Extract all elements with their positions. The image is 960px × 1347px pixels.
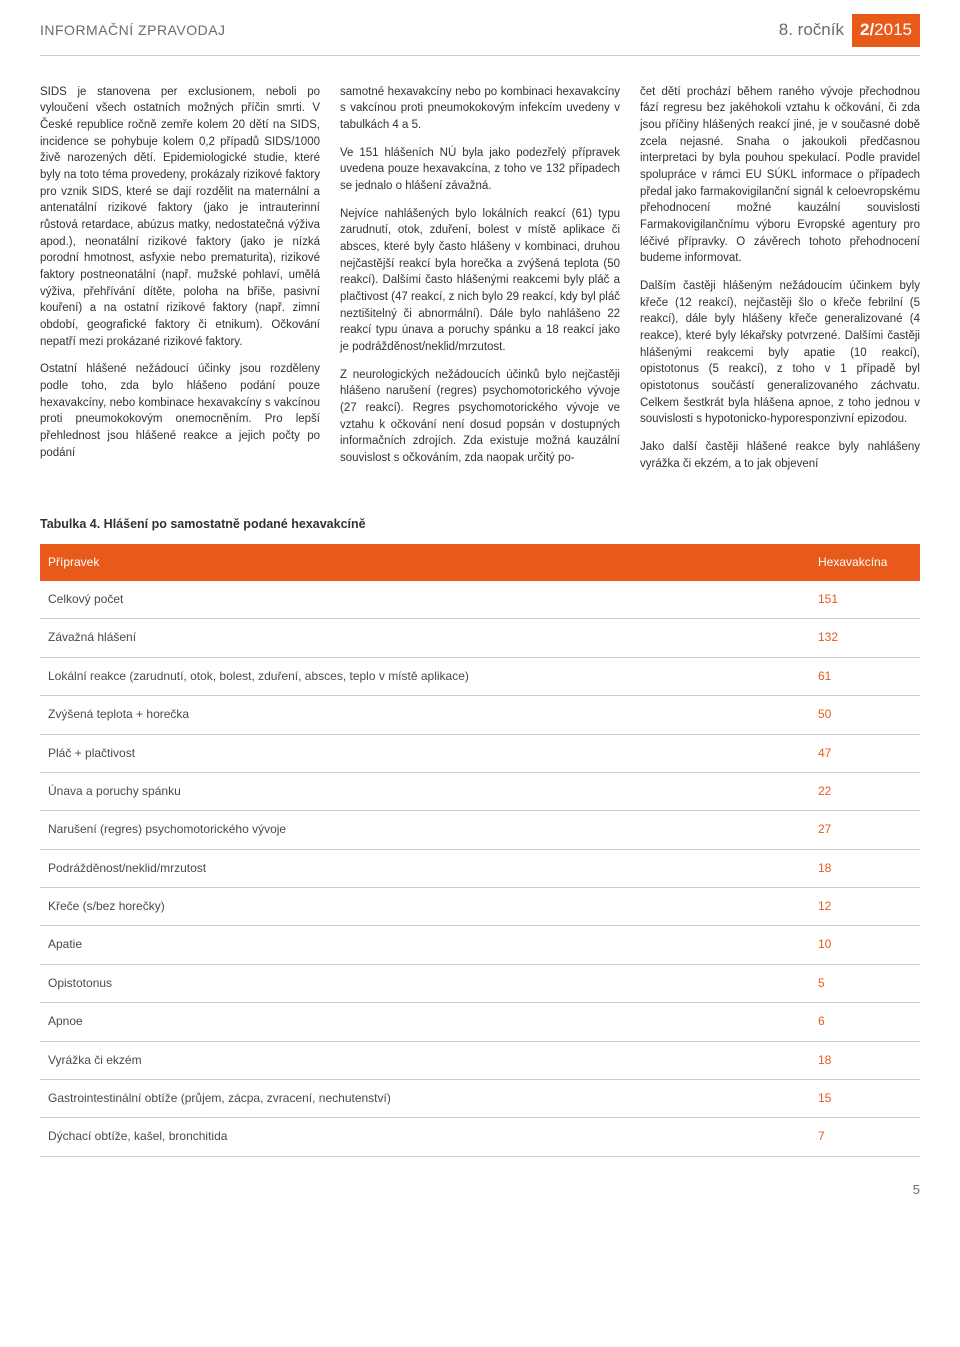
table-cell-label: Vyrážka či ekzém <box>40 1041 810 1079</box>
table-cell-label: Podrážděnost/neklid/mrzutost <box>40 849 810 887</box>
column-3: čet dětí prochází během raného vývoje př… <box>640 84 920 484</box>
body-columns: SIDS je stanovena per exclusionem, nebol… <box>40 84 920 484</box>
data-table: Přípravek Hexavakcína Celkový počet151Zá… <box>40 544 920 1157</box>
table-cell-value: 22 <box>810 772 920 810</box>
table-row: Lokální reakce (zarudnutí, otok, bolest,… <box>40 657 920 695</box>
table-cell-label: Lokální reakce (zarudnutí, otok, bolest,… <box>40 657 810 695</box>
table-cell-value: 47 <box>810 734 920 772</box>
body-paragraph: Z neurologických nežádoucích účinků bylo… <box>340 367 620 467</box>
table-cell-value: 18 <box>810 849 920 887</box>
table-cell-value: 50 <box>810 696 920 734</box>
table-row: Závažná hlášení132 <box>40 619 920 657</box>
table-row: Gastrointestinální obtíže (průjem, zácpa… <box>40 1080 920 1118</box>
body-paragraph: Jako další častěji hlášené reakce byly n… <box>640 439 920 472</box>
publication-title: INFORMAČNÍ ZPRAVODAJ <box>40 20 226 40</box>
table-cell-label: Opistotonus <box>40 964 810 1002</box>
table-cell-value: 27 <box>810 811 920 849</box>
issue-number: 2/ <box>860 20 874 39</box>
table-cell-label: Celkový počet <box>40 581 810 619</box>
table-cell-label: Apatie <box>40 926 810 964</box>
table-cell-value: 5 <box>810 964 920 1002</box>
column-1: SIDS je stanovena per exclusionem, nebol… <box>40 84 320 484</box>
table-row: Apnoe6 <box>40 1003 920 1041</box>
table-cell-label: Gastrointestinální obtíže (průjem, zácpa… <box>40 1080 810 1118</box>
table-caption: Tabulka 4. Hlášení po samostatně podané … <box>40 515 920 533</box>
volume-label: 8. ročník <box>779 18 844 43</box>
table-cell-label: Apnoe <box>40 1003 810 1041</box>
table-row: Zvýšená teplota + horečka50 <box>40 696 920 734</box>
page-header: INFORMAČNÍ ZPRAVODAJ 8. ročník 2/2015 <box>40 0 920 56</box>
table-row: Křeče (s/bez horečky)12 <box>40 888 920 926</box>
table-cell-value: 12 <box>810 888 920 926</box>
table-cell-value: 7 <box>810 1118 920 1156</box>
issue-box: 2/2015 <box>852 14 920 47</box>
body-paragraph: SIDS je stanovena per exclusionem, nebol… <box>40 84 320 351</box>
body-paragraph: čet dětí prochází během raného vývoje př… <box>640 84 920 267</box>
table-row: Opistotonus5 <box>40 964 920 1002</box>
body-paragraph: samotné hexavakcíny nebo po kombinaci he… <box>340 84 620 134</box>
table-row: Celkový počet151 <box>40 581 920 619</box>
table-header-cell: Přípravek <box>40 544 810 581</box>
table-cell-label: Pláč + plačtivost <box>40 734 810 772</box>
body-paragraph: Ostatní hlášené nežádoucí účinky jsou ro… <box>40 361 320 461</box>
table-cell-label: Křeče (s/bez horečky) <box>40 888 810 926</box>
page-number: 5 <box>40 1181 920 1200</box>
issue-info: 8. ročník 2/2015 <box>779 14 920 47</box>
table-cell-value: 18 <box>810 1041 920 1079</box>
column-2: samotné hexavakcíny nebo po kombinaci he… <box>340 84 620 484</box>
table-row: Podrážděnost/neklid/mrzutost18 <box>40 849 920 887</box>
table-cell-label: Narušení (regres) psychomotorického vývo… <box>40 811 810 849</box>
table-cell-value: 15 <box>810 1080 920 1118</box>
table-cell-value: 151 <box>810 581 920 619</box>
table-cell-label: Zvýšená teplota + horečka <box>40 696 810 734</box>
table-cell-value: 10 <box>810 926 920 964</box>
table-header-cell: Hexavakcína <box>810 544 920 581</box>
body-paragraph: Nejvíce nahlášených bylo lokálních reakc… <box>340 206 620 356</box>
table-cell-label: Závažná hlášení <box>40 619 810 657</box>
table-cell-label: Dýchací obtíže, kašel, bronchitida <box>40 1118 810 1156</box>
table-header-row: Přípravek Hexavakcína <box>40 544 920 581</box>
issue-year: 2015 <box>874 20 912 39</box>
table-row: Apatie10 <box>40 926 920 964</box>
table-row: Dýchací obtíže, kašel, bronchitida7 <box>40 1118 920 1156</box>
table-row: Vyrážka či ekzém18 <box>40 1041 920 1079</box>
table-row: Pláč + plačtivost47 <box>40 734 920 772</box>
table-row: Únava a poruchy spánku22 <box>40 772 920 810</box>
table-cell-value: 61 <box>810 657 920 695</box>
body-paragraph: Ve 151 hlášeních NÚ byla jako podezřelý … <box>340 145 620 195</box>
table-cell-value: 6 <box>810 1003 920 1041</box>
body-paragraph: Dalším častěji hlášeným nežádoucím účink… <box>640 278 920 428</box>
table-cell-value: 132 <box>810 619 920 657</box>
table-row: Narušení (regres) psychomotorického vývo… <box>40 811 920 849</box>
table-cell-label: Únava a poruchy spánku <box>40 772 810 810</box>
